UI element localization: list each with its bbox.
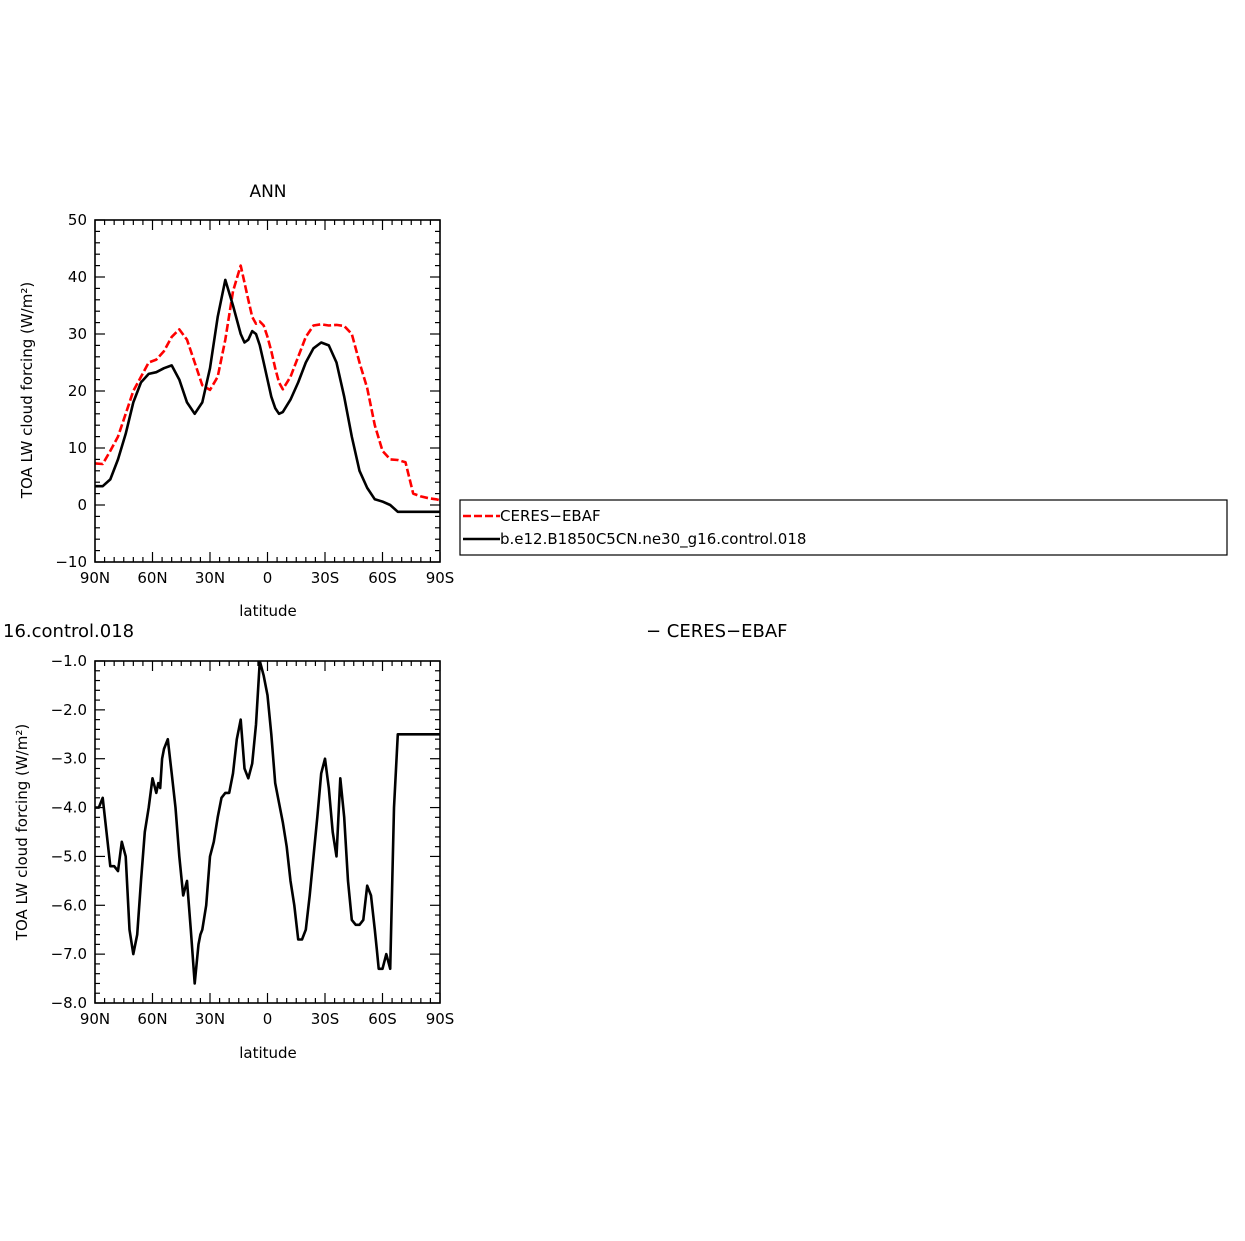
panel2-ylabel: TOA LW cloud forcing (W/m²) <box>13 724 31 941</box>
y-tick-label: −3.0 <box>51 750 87 768</box>
x-tick-label: 30S <box>311 1010 340 1028</box>
y-tick-label: −6.0 <box>51 896 87 914</box>
x-tick-label: 60S <box>368 569 397 587</box>
legend: CERES−EBAF b.e12.B1850C5CN.ne30_g16.cont… <box>459 499 1228 556</box>
y-tick-label: 0 <box>77 496 87 514</box>
legend-label-model: b.e12.B1850C5CN.ne30_g16.control.018 <box>500 530 806 549</box>
legend-label-ceres: CERES−EBAF <box>500 507 601 525</box>
y-tick-label: −4.0 <box>51 799 87 817</box>
panel2-xlabel: latitude <box>239 1044 297 1062</box>
series-line-1 <box>95 278 440 514</box>
x-tick-label: 30N <box>195 1010 225 1028</box>
x-tick-label: 0 <box>263 1010 273 1028</box>
y-tick-label: −5.0 <box>51 847 87 865</box>
plot-frame <box>94 660 441 1004</box>
y-tick-label: 40 <box>68 268 87 286</box>
x-tick-label: 60S <box>368 1010 397 1028</box>
x-tick-label: 60N <box>137 1010 167 1028</box>
x-tick-label: 90S <box>426 1010 455 1028</box>
plot-frame <box>94 219 441 563</box>
x-tick-label: 90N <box>80 569 110 587</box>
panel1-title: ANN <box>249 182 286 202</box>
x-tick-label: 90N <box>80 1010 110 1028</box>
y-tick-label: −8.0 <box>51 994 87 1012</box>
x-tick-label: 60N <box>137 569 167 587</box>
y-tick-label: 20 <box>68 382 87 400</box>
panel1-ylabel: TOA LW cloud forcing (W/m²) <box>18 282 36 499</box>
y-tick-label: −2.0 <box>51 701 87 719</box>
panel2-title: 16.control.018 <box>3 621 134 642</box>
x-tick-label: 90S <box>426 569 455 587</box>
y-tick-label: 50 <box>68 211 87 229</box>
y-tick-label: 30 <box>68 325 87 343</box>
x-tick-label: 30N <box>195 569 225 587</box>
y-tick-label: −1.0 <box>51 652 87 670</box>
panel2-title-right: − CERES−EBAF <box>646 621 788 642</box>
x-tick-label: 30S <box>311 569 340 587</box>
legend-box <box>459 499 1228 556</box>
panel1-xlabel: latitude <box>239 602 297 620</box>
y-tick-label: −7.0 <box>51 945 87 963</box>
series-line-0 <box>95 661 440 985</box>
series-line-0 <box>95 264 440 502</box>
x-tick-label: 0 <box>263 569 273 587</box>
y-tick-label: 10 <box>68 439 87 457</box>
y-tick-label: −10 <box>55 553 87 571</box>
